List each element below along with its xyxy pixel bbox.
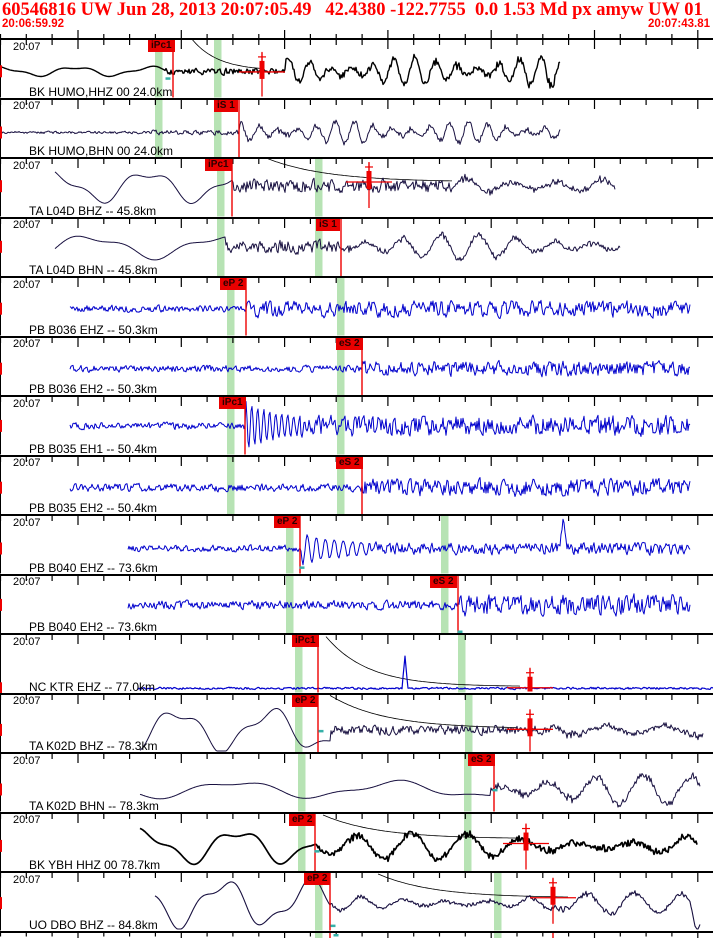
trace-panel[interactable]: eP 2 20:07 UO DBO BHZ -- 84.8km [0, 871, 713, 931]
waveform-plot[interactable] [0, 276, 713, 336]
phase-pick-flag[interactable]: iPc1 [219, 397, 246, 409]
phase-pick-flag[interactable]: eP 2 [274, 516, 301, 528]
trace-panel[interactable]: iPc1 20:07 BK HUMO,HHZ 00 24.0km [0, 38, 713, 98]
trace-panel[interactable]: eS 2 20:07 PB B040 EH2 -- 73.6km [0, 573, 713, 634]
station-label: TA K02D BHN -- 78.3km [29, 798, 159, 813]
waveform-plot[interactable] [0, 335, 713, 396]
station-label: PB B035 EH2 -- 50.4km [29, 501, 158, 515]
waveform-plot[interactable] [0, 871, 713, 931]
waveform-plot[interactable] [0, 454, 713, 515]
trace-panel[interactable]: eS 2 20:07 PB B036 EH2 -- 50.3km [0, 335, 713, 396]
trace-panel[interactable]: eP 2 20:07 TA K02D BHZ -- 78.3km [0, 692, 713, 753]
station-label: TA L04D BHN -- 45.8km [29, 263, 158, 277]
panel-time-label: 20:07 [13, 457, 41, 469]
trace-panel[interactable]: eS 2 20:07 TA K02D BHN -- 78.3km [0, 752, 713, 812]
station-label: PB B036 EHZ -- 50.3km [29, 322, 158, 337]
phase-pick-flag[interactable]: eP 2 [220, 278, 247, 290]
trace-panel-stack: iPc1 20:07 BK HUMO,HHZ 00 24.0km iS 1 20… [0, 38, 713, 931]
panel-time-label: 20:07 [13, 278, 41, 291]
station-label: BK HUMO,HHZ 00 24.0km [29, 84, 173, 99]
panel-time-label: 20:07 [13, 635, 41, 648]
panel-time-label: 20:07 [13, 397, 41, 410]
panel-time-label: 20:07 [13, 338, 41, 350]
station-label: TA K02D BHZ -- 78.3km [29, 739, 158, 753]
window-start-time: 20:06:59.92 [2, 18, 65, 30]
waveform-plot[interactable] [0, 752, 713, 812]
waveform-plot[interactable] [0, 157, 713, 217]
station-label: BK YBH HHZ 00 78.7km [29, 858, 161, 872]
station-label: PB B040 EH2 -- 73.6km [29, 620, 158, 634]
phase-pick-flag[interactable]: eS 2 [430, 575, 457, 588]
panel-time-label: 20:07 [13, 873, 41, 886]
phase-pick-flag[interactable]: eP 2 [304, 873, 331, 885]
panel-time-label: 20:07 [13, 100, 41, 112]
station-label: TA L04D BHZ -- 45.8km [29, 203, 157, 218]
trace-panel[interactable]: iS 1 20:07 BK HUMO,BHN 00 24.0km [0, 97, 713, 158]
panel-time-label: 20:07 [13, 754, 41, 767]
waveform-plot[interactable] [0, 395, 713, 455]
phase-pick-flag[interactable]: iPc1 [205, 159, 232, 171]
panel-time-label: 20:07 [13, 695, 41, 707]
trace-panel[interactable]: eP 2 20:07 PB B036 EHZ -- 50.3km [0, 276, 713, 336]
station-label: NC KTR EHZ -- 77.0km [29, 679, 156, 694]
station-label: BK HUMO,BHN 00 24.0km [29, 144, 174, 158]
waveform-plot[interactable] [0, 573, 713, 634]
phase-pick-flag[interactable]: iPc1 [292, 635, 319, 647]
station-label: PB B035 EH1 -- 50.4km [29, 441, 158, 456]
phase-pick-flag[interactable]: eS 2 [468, 754, 495, 766]
panel-time-label: 20:07 [13, 516, 41, 529]
waveform-plot[interactable] [0, 811, 713, 872]
event-header: 60546816 UW Jun 28, 2013 20:07:05.49 42.… [2, 0, 713, 20]
time-window: 20:06:59.92 20:07:43.81 [2, 18, 710, 30]
phase-pick-flag[interactable]: eP 2 [292, 694, 319, 707]
panel-time-label: 20:07 [13, 219, 41, 231]
trace-panel[interactable]: iPc1 20:07 TA L04D BHZ -- 45.8km [0, 157, 713, 217]
phase-pick-flag[interactable]: eS 2 [336, 456, 363, 469]
waveform-plot[interactable] [0, 97, 713, 158]
waveform-plot[interactable] [0, 38, 713, 98]
waveform-plot[interactable] [0, 692, 713, 753]
phase-pick-flag[interactable]: eP 2 [289, 813, 316, 826]
panel-time-label: 20:07 [13, 814, 41, 826]
trace-panel[interactable]: iPc1 20:07 NC KTR EHZ -- 77.0km [0, 633, 713, 693]
station-label: PB B040 EHZ -- 73.6km [29, 560, 158, 575]
trace-panel[interactable]: eP 2 20:07 BK YBH HHZ 00 78.7km [0, 811, 713, 872]
time-ruler-bottom [0, 930, 713, 938]
phase-pick-flag[interactable]: iPc1 [148, 40, 175, 52]
phase-pick-flag[interactable]: eS 2 [336, 337, 363, 350]
time-ruler-top [0, 30, 699, 38]
trace-panel[interactable]: iPc1 20:07 PB B035 EH1 -- 50.4km [0, 395, 713, 455]
panel-time-label: 20:07 [13, 40, 41, 53]
window-end-time: 20:07:43.81 [647, 18, 710, 30]
phase-pick-flag[interactable]: iS 1 [214, 99, 238, 112]
station-label: UO DBO BHZ -- 84.8km [29, 917, 158, 932]
station-label: PB B036 EH2 -- 50.3km [29, 382, 158, 396]
waveform-plot[interactable] [0, 633, 713, 693]
trace-panel[interactable]: iS 1 20:07 TA L04D BHN -- 45.8km [0, 216, 713, 277]
panel-time-label: 20:07 [13, 576, 41, 588]
panel-time-label: 20:07 [13, 159, 41, 172]
trace-panel[interactable]: eP 2 20:07 PB B040 EHZ -- 73.6km [0, 514, 713, 574]
trace-panel[interactable]: eS 2 20:07 PB B035 EH2 -- 50.4km [0, 454, 713, 515]
phase-pick-flag[interactable]: iS 1 [316, 218, 340, 231]
